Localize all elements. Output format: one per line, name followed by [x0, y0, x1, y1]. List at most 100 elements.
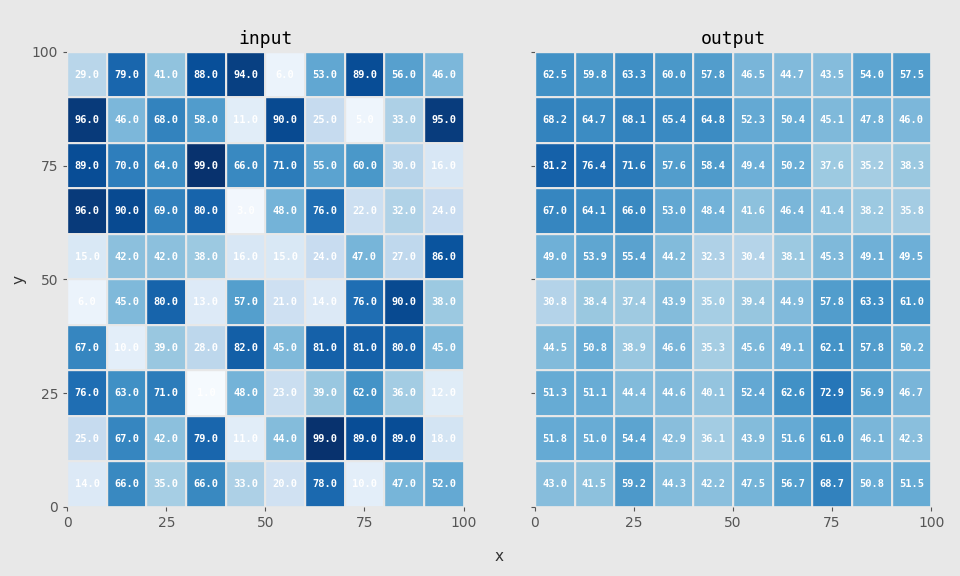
- Bar: [773, 52, 812, 97]
- Bar: [305, 325, 345, 370]
- Text: 79.0: 79.0: [114, 70, 139, 79]
- Text: 6.0: 6.0: [276, 70, 295, 79]
- Bar: [424, 370, 464, 416]
- Bar: [693, 416, 733, 461]
- Text: 53.0: 53.0: [312, 70, 337, 79]
- Text: 47.0: 47.0: [392, 479, 417, 489]
- Bar: [693, 97, 733, 143]
- Bar: [384, 97, 424, 143]
- Text: 44.7: 44.7: [780, 70, 805, 79]
- Text: 53.9: 53.9: [582, 252, 607, 262]
- Text: 14.0: 14.0: [75, 479, 100, 489]
- Bar: [614, 234, 654, 279]
- Text: 21.0: 21.0: [273, 297, 298, 307]
- Bar: [773, 143, 812, 188]
- Text: 54.4: 54.4: [621, 434, 646, 444]
- Text: 47.5: 47.5: [740, 479, 765, 489]
- Bar: [535, 234, 574, 279]
- Text: 46.0: 46.0: [114, 115, 139, 125]
- Text: 67.0: 67.0: [75, 343, 100, 353]
- Bar: [812, 325, 852, 370]
- Text: 80.0: 80.0: [392, 343, 417, 353]
- Bar: [614, 279, 654, 325]
- Bar: [265, 370, 305, 416]
- Bar: [265, 188, 305, 234]
- Text: 71.0: 71.0: [273, 161, 298, 170]
- Text: 49.5: 49.5: [899, 252, 924, 262]
- Bar: [384, 234, 424, 279]
- Bar: [107, 416, 147, 461]
- Text: 66.0: 66.0: [621, 206, 646, 216]
- Text: 64.7: 64.7: [582, 115, 607, 125]
- Text: 39.0: 39.0: [154, 343, 179, 353]
- Bar: [107, 234, 147, 279]
- Bar: [693, 234, 733, 279]
- Text: 42.3: 42.3: [899, 434, 924, 444]
- Text: 47.8: 47.8: [859, 115, 884, 125]
- Bar: [424, 52, 464, 97]
- Bar: [226, 279, 265, 325]
- Text: 13.0: 13.0: [193, 297, 219, 307]
- Text: 57.0: 57.0: [233, 297, 258, 307]
- Text: 66.0: 66.0: [193, 479, 219, 489]
- Bar: [305, 97, 345, 143]
- Bar: [226, 188, 265, 234]
- Bar: [535, 279, 574, 325]
- Bar: [535, 52, 574, 97]
- Bar: [345, 416, 384, 461]
- Text: 57.5: 57.5: [899, 70, 924, 79]
- Bar: [107, 188, 147, 234]
- Text: 50.2: 50.2: [780, 161, 805, 170]
- Bar: [305, 52, 345, 97]
- Text: 22.0: 22.0: [352, 206, 377, 216]
- Bar: [852, 143, 892, 188]
- Bar: [773, 188, 812, 234]
- Text: 38.0: 38.0: [431, 297, 456, 307]
- Bar: [107, 52, 147, 97]
- Bar: [892, 97, 931, 143]
- Text: 63.0: 63.0: [114, 388, 139, 398]
- Bar: [107, 143, 147, 188]
- Text: 71.0: 71.0: [154, 388, 179, 398]
- Bar: [107, 97, 147, 143]
- Bar: [67, 279, 107, 325]
- Text: 99.0: 99.0: [312, 434, 337, 444]
- Text: 38.1: 38.1: [780, 252, 805, 262]
- Bar: [265, 325, 305, 370]
- Text: 58.0: 58.0: [193, 115, 219, 125]
- Text: 35.0: 35.0: [154, 479, 179, 489]
- Text: 35.0: 35.0: [701, 297, 726, 307]
- Bar: [733, 52, 773, 97]
- Text: 46.6: 46.6: [661, 343, 686, 353]
- Text: 42.2: 42.2: [701, 479, 726, 489]
- Text: 51.8: 51.8: [542, 434, 567, 444]
- Text: 23.0: 23.0: [273, 388, 298, 398]
- Text: 88.0: 88.0: [193, 70, 219, 79]
- Text: 68.1: 68.1: [621, 115, 646, 125]
- Bar: [812, 461, 852, 507]
- Bar: [812, 370, 852, 416]
- Text: 50.8: 50.8: [582, 343, 607, 353]
- Bar: [614, 416, 654, 461]
- Text: 3.0: 3.0: [236, 206, 255, 216]
- Bar: [265, 461, 305, 507]
- Bar: [424, 325, 464, 370]
- Bar: [614, 370, 654, 416]
- Text: 42.0: 42.0: [114, 252, 139, 262]
- Bar: [812, 143, 852, 188]
- Text: 64.0: 64.0: [154, 161, 179, 170]
- Text: 66.0: 66.0: [233, 161, 258, 170]
- Text: 44.2: 44.2: [661, 252, 686, 262]
- Text: 62.1: 62.1: [820, 343, 845, 353]
- Bar: [892, 188, 931, 234]
- Text: 41.4: 41.4: [820, 206, 845, 216]
- Bar: [773, 370, 812, 416]
- Text: 45.0: 45.0: [273, 343, 298, 353]
- Bar: [107, 461, 147, 507]
- Text: 15.0: 15.0: [273, 252, 298, 262]
- Bar: [305, 461, 345, 507]
- Text: 43.9: 43.9: [661, 297, 686, 307]
- Text: 89.0: 89.0: [75, 161, 100, 170]
- Bar: [67, 52, 107, 97]
- Text: 52.4: 52.4: [740, 388, 765, 398]
